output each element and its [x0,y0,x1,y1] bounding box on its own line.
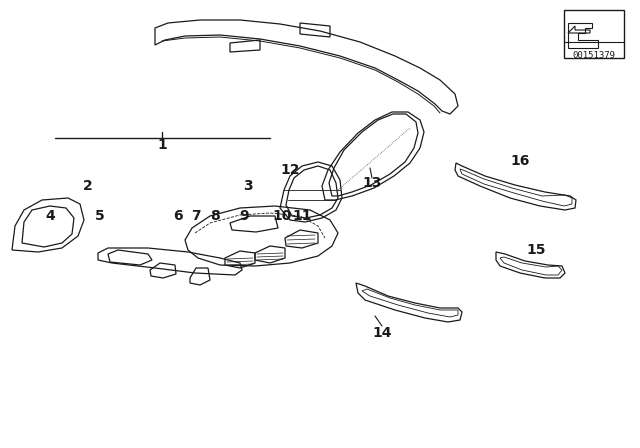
Text: 10: 10 [272,209,292,223]
Text: 13: 13 [362,176,381,190]
Text: 3: 3 [243,179,253,193]
Text: 00151379: 00151379 [573,51,616,60]
Text: 16: 16 [510,154,530,168]
Text: 15: 15 [526,243,546,257]
Text: 11: 11 [292,209,312,223]
Text: 6: 6 [173,209,183,223]
Bar [564,10,624,58]
Text: 9: 9 [239,209,249,223]
Text: 7: 7 [191,209,201,223]
Text: 12: 12 [280,163,300,177]
Text: 5: 5 [95,209,105,223]
Text: 14: 14 [372,326,392,340]
Text: 8: 8 [210,209,220,223]
Text: 2: 2 [83,179,93,193]
Text: 1: 1 [157,138,167,152]
Text: 4: 4 [45,209,55,223]
